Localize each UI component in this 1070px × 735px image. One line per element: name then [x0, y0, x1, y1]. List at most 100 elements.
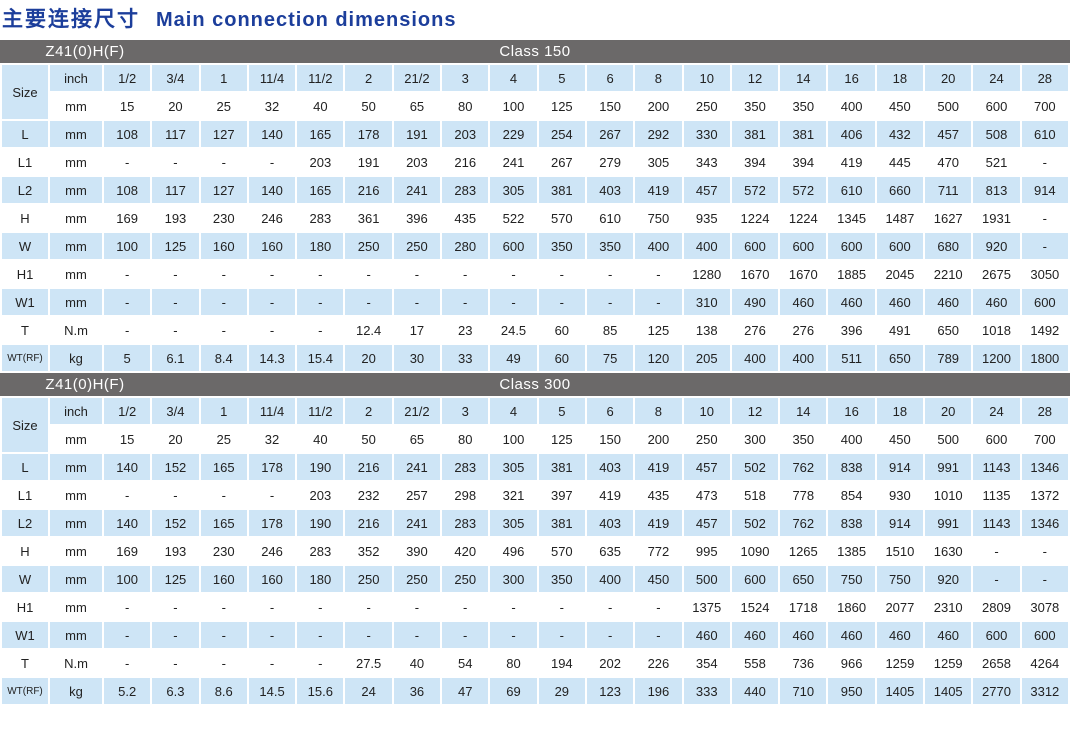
value-cell: 522: [490, 205, 537, 231]
dim-row-label: L1: [2, 482, 48, 508]
size-mm-cell: 450: [876, 93, 924, 119]
value-cell: 854: [828, 482, 875, 508]
value-cell: 24: [345, 678, 392, 704]
value-cell: 24.5: [490, 317, 537, 343]
size-mm-cell: 125: [538, 93, 585, 119]
value-cell: 394: [780, 149, 827, 175]
size-inch-cell: 11/2: [297, 398, 344, 424]
value-cell: -: [345, 622, 392, 648]
value-cell: 6.3: [152, 678, 199, 704]
value-cell: 419: [586, 482, 634, 508]
value-cell: 460: [876, 289, 924, 315]
value-cell: 1375: [683, 594, 730, 620]
value-cell: 419: [828, 149, 875, 175]
dim-row-label: H1: [2, 261, 48, 287]
value-cell: -: [297, 594, 344, 620]
size-mm-cell: 250: [683, 93, 730, 119]
value-cell: -: [442, 261, 489, 287]
value-cell: 14.3: [248, 345, 296, 371]
value-cell: 813: [973, 177, 1020, 203]
value-cell: 193: [152, 538, 199, 564]
value-cell: 991: [925, 510, 972, 536]
dim-row-unit: N.m: [50, 650, 102, 676]
dim-row-unit: mm: [50, 622, 102, 648]
dim-row-unit: mm: [50, 289, 102, 315]
value-cell: 6.1: [152, 345, 199, 371]
value-cell: 838: [828, 510, 875, 536]
value-cell: 49: [490, 345, 537, 371]
value-cell: 2045: [876, 261, 924, 287]
value-cell: 1718: [780, 594, 827, 620]
value-cell: 190: [297, 454, 344, 480]
size-mm-cell: 50: [345, 93, 392, 119]
value-cell: 914: [1021, 177, 1068, 203]
size-mm-cell: 20: [152, 426, 199, 452]
value-cell: 1135: [973, 482, 1020, 508]
value-cell: 216: [442, 149, 489, 175]
value-cell: 600: [490, 233, 537, 259]
value-cell: 750: [635, 205, 682, 231]
value-cell: 1090: [731, 538, 779, 564]
value-cell: 400: [731, 345, 779, 371]
size-inch-cell: 6: [586, 398, 634, 424]
value-cell: 572: [780, 177, 827, 203]
value-cell: 279: [586, 149, 634, 175]
value-cell: 280: [442, 233, 489, 259]
value-cell: -: [152, 261, 199, 287]
value-cell: 490: [731, 289, 779, 315]
value-cell: -: [248, 149, 296, 175]
value-cell: -: [152, 650, 199, 676]
size-inch-cell: 1/2: [104, 65, 151, 91]
value-cell: 419: [635, 510, 682, 536]
size-inch-cell: 6: [586, 65, 634, 91]
value-cell: 3312: [1021, 678, 1068, 704]
size-mm-cell: 350: [780, 426, 827, 452]
value-cell: 440: [731, 678, 779, 704]
value-cell: 1346: [1021, 454, 1068, 480]
value-cell: 2658: [973, 650, 1020, 676]
value-cell: 292: [635, 121, 682, 147]
size-mm-cell: 150: [586, 93, 634, 119]
value-cell: -: [104, 594, 151, 620]
value-cell: 1931: [973, 205, 1020, 231]
value-cell: -: [248, 289, 296, 315]
value-cell: -: [442, 289, 489, 315]
value-cell: 680: [925, 233, 972, 259]
value-cell: -: [635, 261, 682, 287]
value-cell: -: [538, 261, 585, 287]
size-mm-cell: 600: [973, 426, 1020, 452]
value-cell: 100: [104, 233, 151, 259]
value-cell: 17: [393, 317, 441, 343]
size-inch-cell: 10: [683, 65, 730, 91]
value-cell: 762: [780, 510, 827, 536]
value-cell: -: [393, 289, 441, 315]
dim-row-label: L: [2, 454, 48, 480]
value-cell: 419: [635, 454, 682, 480]
value-cell: 390: [393, 538, 441, 564]
model-label: Z41(0)H(F): [45, 376, 125, 393]
value-cell: 120: [635, 345, 682, 371]
value-cell: 165: [200, 454, 247, 480]
value-cell: 298: [442, 482, 489, 508]
value-cell: 216: [345, 510, 392, 536]
value-cell: 600: [780, 233, 827, 259]
dim-row-unit: mm: [50, 205, 102, 231]
value-cell: 460: [731, 622, 779, 648]
value-cell: -: [104, 650, 151, 676]
value-cell: 60: [538, 345, 585, 371]
value-cell: 396: [828, 317, 875, 343]
value-cell: 191: [393, 121, 441, 147]
value-cell: 521: [973, 149, 1020, 175]
value-cell: 169: [104, 205, 151, 231]
value-cell: 460: [780, 622, 827, 648]
size-mm-cell: 80: [442, 426, 489, 452]
size-mm-cell: 100: [490, 426, 537, 452]
value-cell: 381: [731, 121, 779, 147]
size-mm-cell: 200: [635, 426, 682, 452]
size-mm-cell: 200: [635, 93, 682, 119]
size-mm-cell: 65: [393, 426, 441, 452]
value-cell: 36: [393, 678, 441, 704]
value-cell: 736: [780, 650, 827, 676]
value-cell: 610: [828, 177, 875, 203]
value-cell: -: [973, 538, 1020, 564]
